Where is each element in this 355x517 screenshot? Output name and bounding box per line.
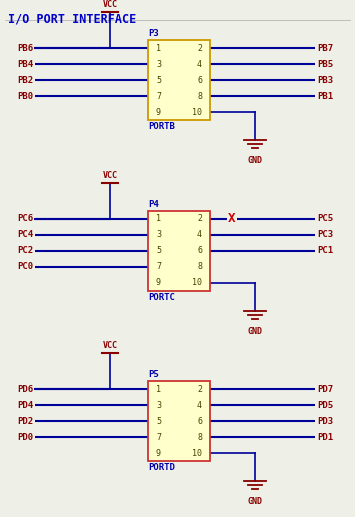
Text: 8: 8 bbox=[197, 262, 202, 271]
Text: 7: 7 bbox=[156, 262, 161, 271]
Text: 10: 10 bbox=[192, 108, 202, 117]
Text: PD1: PD1 bbox=[317, 433, 333, 442]
Text: 6: 6 bbox=[197, 417, 202, 426]
Text: PD0: PD0 bbox=[17, 433, 33, 442]
Text: PC0: PC0 bbox=[17, 262, 33, 271]
Text: PD4: PD4 bbox=[17, 401, 33, 410]
Text: 9: 9 bbox=[156, 108, 161, 117]
Text: PB0: PB0 bbox=[17, 92, 33, 101]
Text: 3: 3 bbox=[156, 401, 161, 410]
Text: 7: 7 bbox=[156, 92, 161, 101]
Text: 9: 9 bbox=[156, 449, 161, 458]
Text: PC4: PC4 bbox=[17, 230, 33, 239]
Text: 3: 3 bbox=[156, 59, 161, 69]
Text: PORTC: PORTC bbox=[148, 293, 175, 302]
Text: VCC: VCC bbox=[103, 171, 118, 180]
Text: GND: GND bbox=[247, 497, 262, 506]
Text: PD6: PD6 bbox=[17, 385, 33, 394]
Text: PORTD: PORTD bbox=[148, 463, 175, 473]
Text: PB1: PB1 bbox=[317, 92, 333, 101]
Text: GND: GND bbox=[247, 327, 262, 336]
Text: 6: 6 bbox=[197, 246, 202, 255]
Text: 2: 2 bbox=[197, 43, 202, 53]
Text: 7: 7 bbox=[156, 433, 161, 442]
Text: PC2: PC2 bbox=[17, 246, 33, 255]
Text: PD5: PD5 bbox=[317, 401, 333, 410]
Text: PB5: PB5 bbox=[317, 59, 333, 69]
Text: PB3: PB3 bbox=[317, 75, 333, 85]
Text: VCC: VCC bbox=[103, 0, 118, 9]
Text: 1: 1 bbox=[156, 43, 161, 53]
Text: PD2: PD2 bbox=[17, 417, 33, 426]
Text: 5: 5 bbox=[156, 75, 161, 85]
Text: 10: 10 bbox=[192, 278, 202, 287]
Text: PB7: PB7 bbox=[317, 43, 333, 53]
Text: GND: GND bbox=[247, 156, 262, 165]
Text: 8: 8 bbox=[197, 433, 202, 442]
Text: 5: 5 bbox=[156, 246, 161, 255]
Text: PC1: PC1 bbox=[317, 246, 333, 255]
Text: PD7: PD7 bbox=[317, 385, 333, 394]
Text: 3: 3 bbox=[156, 230, 161, 239]
Bar bbox=[148, 40, 210, 120]
Text: PB4: PB4 bbox=[17, 59, 33, 69]
Text: VCC: VCC bbox=[103, 341, 118, 351]
Bar bbox=[148, 382, 210, 461]
Text: P3: P3 bbox=[148, 29, 159, 38]
Text: X: X bbox=[228, 212, 236, 225]
Text: 4: 4 bbox=[197, 401, 202, 410]
Text: 1: 1 bbox=[156, 385, 161, 394]
Text: P4: P4 bbox=[148, 200, 159, 209]
Text: 4: 4 bbox=[197, 59, 202, 69]
Text: PB2: PB2 bbox=[17, 75, 33, 85]
Text: 2: 2 bbox=[197, 385, 202, 394]
Text: PD3: PD3 bbox=[317, 417, 333, 426]
Text: PORTB: PORTB bbox=[148, 122, 175, 131]
Text: P5: P5 bbox=[148, 370, 159, 379]
Text: 9: 9 bbox=[156, 278, 161, 287]
Text: 4: 4 bbox=[197, 230, 202, 239]
Text: 1: 1 bbox=[156, 214, 161, 223]
Bar bbox=[148, 211, 210, 291]
Text: 8: 8 bbox=[197, 92, 202, 101]
Text: PC3: PC3 bbox=[317, 230, 333, 239]
Text: I/O PORT INTERFACE: I/O PORT INTERFACE bbox=[8, 12, 136, 25]
Text: PB6: PB6 bbox=[17, 43, 33, 53]
Text: PC6: PC6 bbox=[17, 214, 33, 223]
Text: 10: 10 bbox=[192, 449, 202, 458]
Text: 2: 2 bbox=[197, 214, 202, 223]
Text: 6: 6 bbox=[197, 75, 202, 85]
Text: PC5: PC5 bbox=[317, 214, 333, 223]
Text: 5: 5 bbox=[156, 417, 161, 426]
